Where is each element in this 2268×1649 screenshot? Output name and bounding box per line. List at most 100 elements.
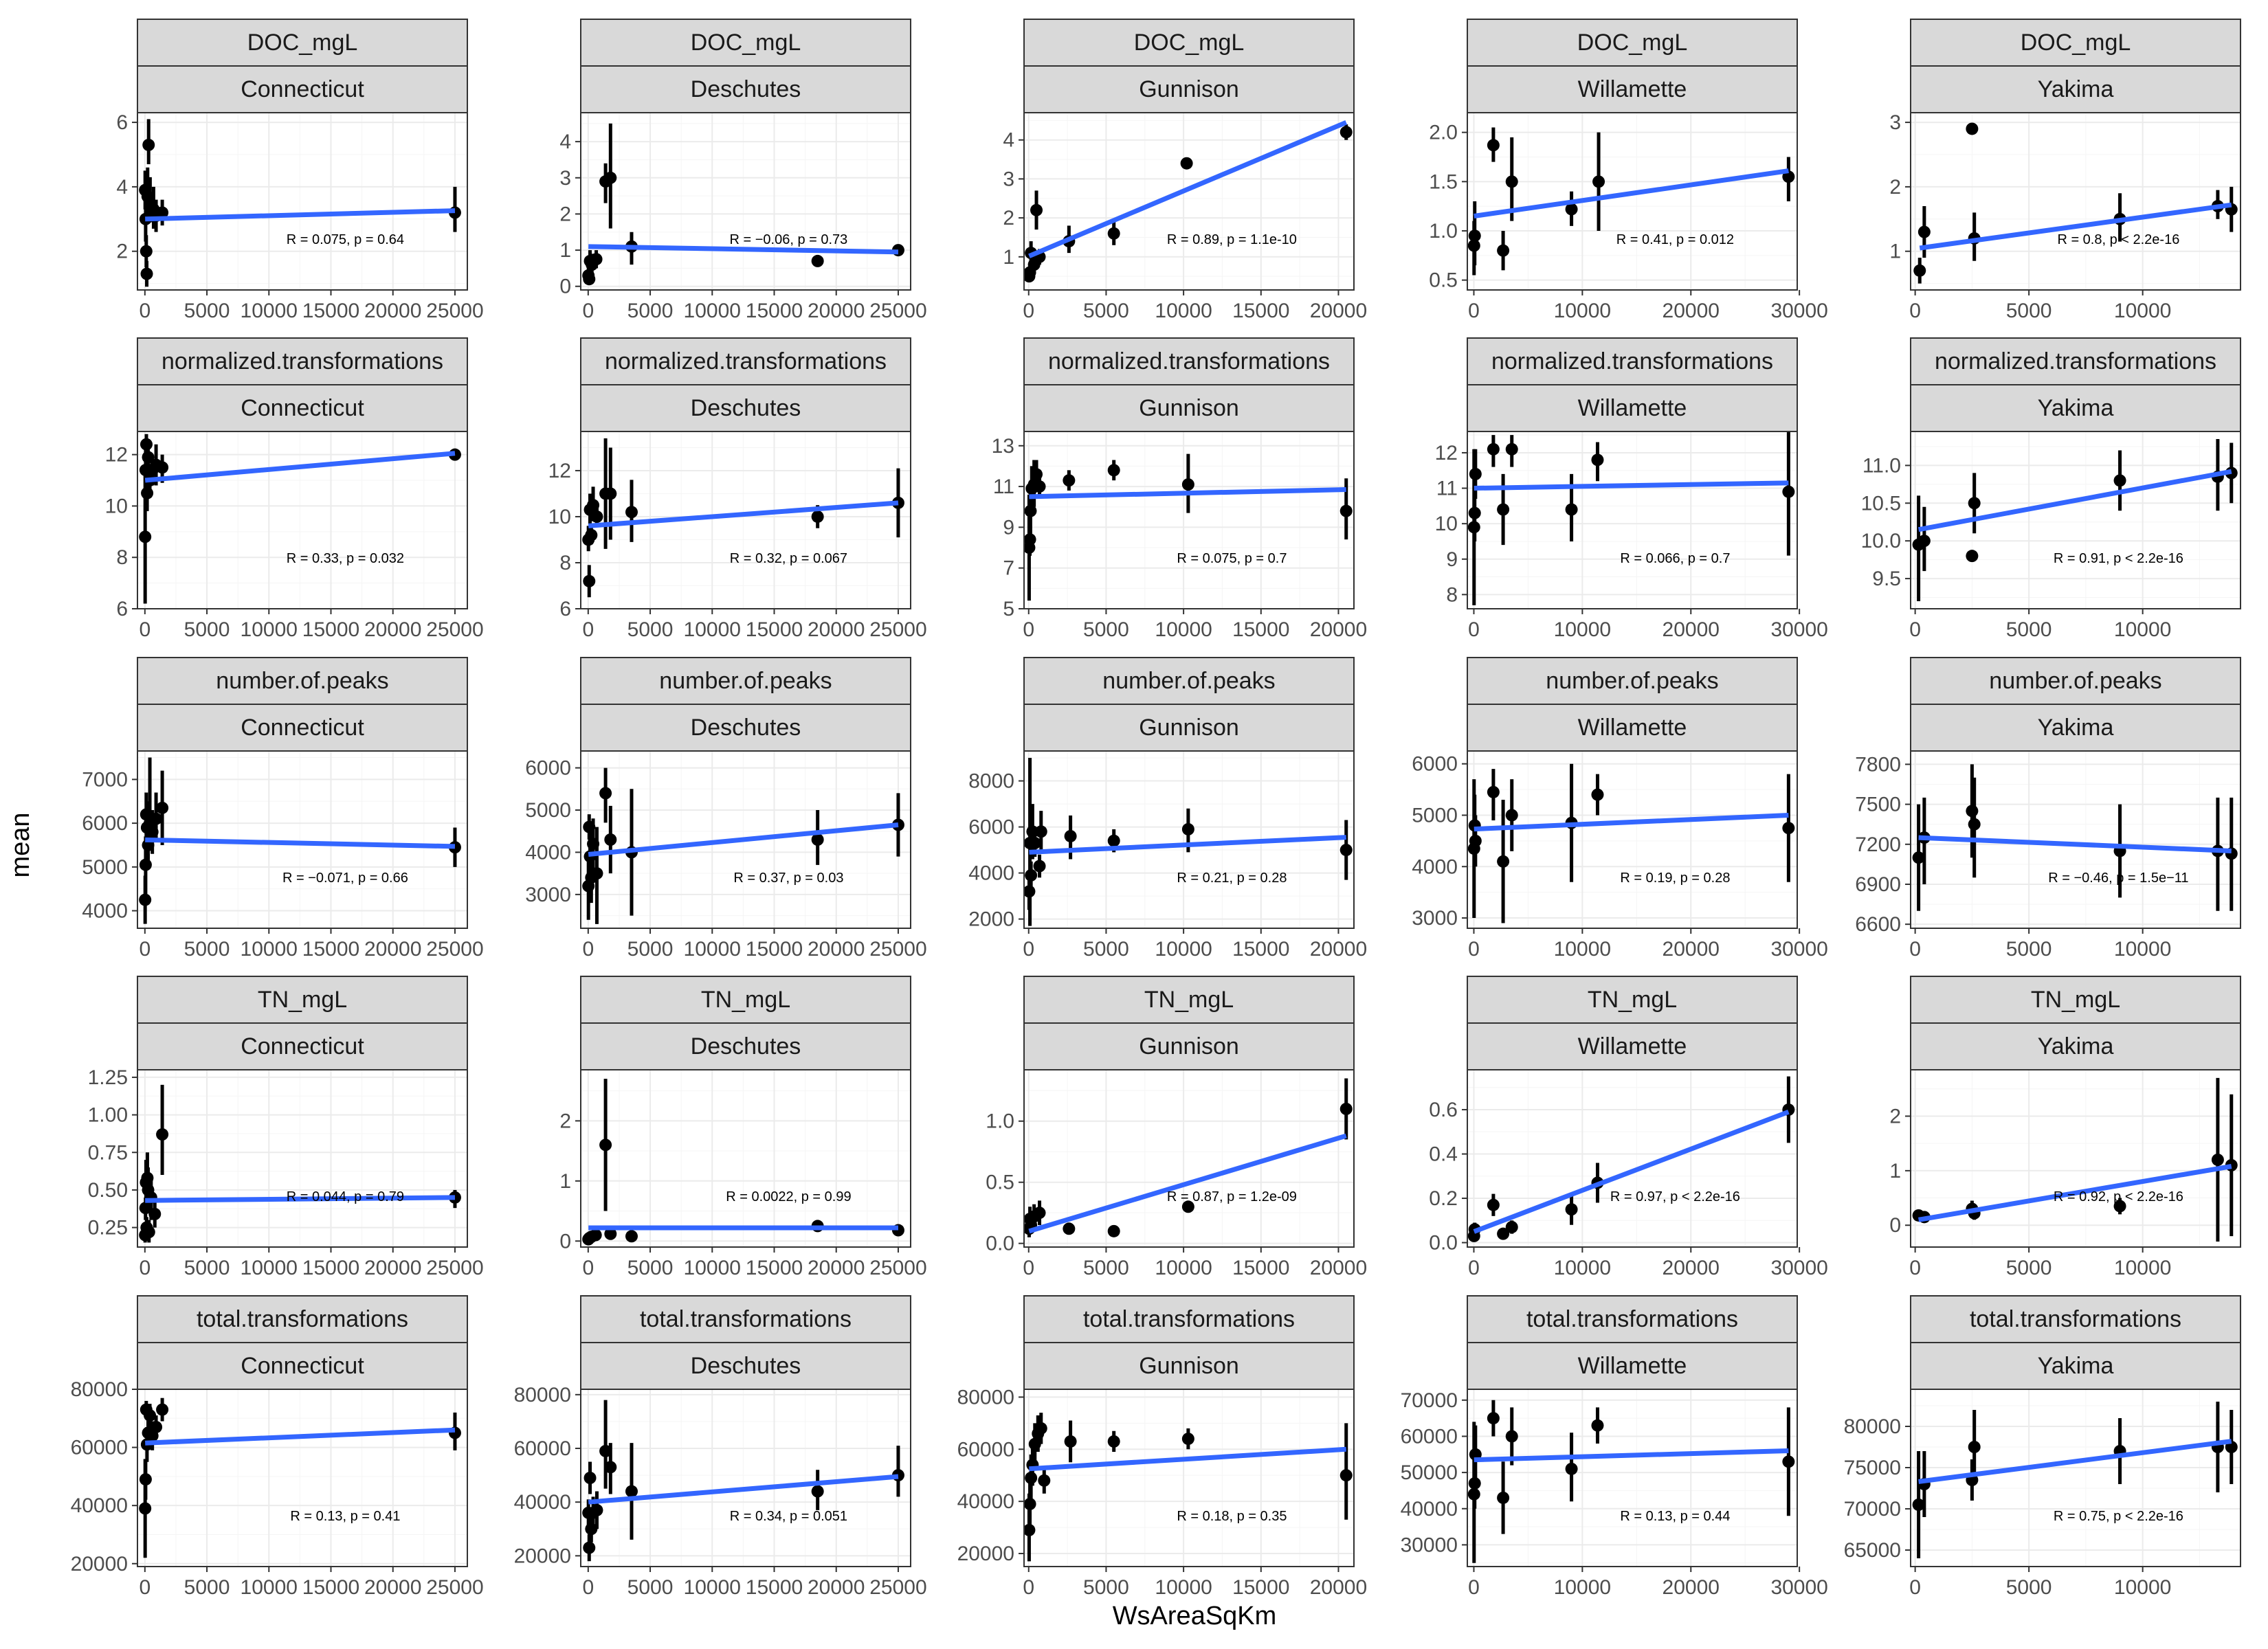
data-point <box>156 206 169 219</box>
x-tick-label: 0 <box>1023 1257 1034 1279</box>
facet-strip-variable-label: total.transformations <box>640 1306 852 1332</box>
facet-strip-river <box>1910 1022 2241 1070</box>
x-tick-label: 15000 <box>302 300 359 322</box>
facet-strip-variable <box>137 337 468 385</box>
grid-lines <box>1024 1070 1354 1247</box>
y-tick-label: 3000 <box>525 884 571 906</box>
data-point <box>1033 1207 1046 1220</box>
data-point <box>2113 474 2126 487</box>
data-point <box>1565 1462 1578 1475</box>
data-point <box>1591 1419 1604 1432</box>
facet-panel: number.of.peaks Deschutes R = 0.37, p = 0.… <box>525 657 927 961</box>
x-tick-label: 15000 <box>302 1576 359 1599</box>
y-tick-label: 4 <box>559 131 571 153</box>
y-tick-label: 0.2 <box>1429 1187 1458 1210</box>
regression-line <box>145 837 456 849</box>
x-tick-label: 20000 <box>364 938 421 961</box>
y-tick-label: 0.0 <box>986 1233 1014 1255</box>
y-tick-label: 7000 <box>82 768 128 791</box>
facet-strip-river-label: Gunnison <box>1139 715 1239 741</box>
x-tick-label: 15000 <box>302 618 359 641</box>
x-tick-label: 10000 <box>1155 618 1212 641</box>
data-point <box>1497 1491 1510 1504</box>
y-tick-label: 40000 <box>514 1491 571 1514</box>
data-point <box>604 1461 617 1474</box>
data-point <box>142 1226 155 1239</box>
y-tick-label: 5000 <box>82 856 128 879</box>
facet-strip-variable-label: total.transformations <box>1526 1306 1738 1332</box>
data-point <box>1024 885 1036 898</box>
data-layer: R = 0.87, p = 1.2e-09 <box>1024 1078 1353 1237</box>
y-tick-label: 0 <box>559 276 571 298</box>
data-layer: R = 0.34, p = 0.051 <box>582 1400 904 1562</box>
y-tick-label: 60000 <box>957 1438 1014 1461</box>
data-point <box>1339 844 1353 857</box>
correlation-annotation: R = 0.21, p = 0.28 <box>1177 871 1287 886</box>
panel-border <box>1910 1069 2241 1248</box>
panel-border <box>1910 1389 2241 1567</box>
data-point <box>599 787 612 800</box>
x-tick-label: 5000 <box>627 938 674 961</box>
x-tick-label: 25000 <box>869 938 926 961</box>
x-tick-label: 0 <box>139 618 151 641</box>
facet-panel: total.transformations Gunnison R = 0.18, p… <box>957 1295 1367 1599</box>
facet-strip-variable-label: TN_mgL <box>701 987 790 1013</box>
x-tick-label: 10000 <box>684 1257 741 1279</box>
x-tick-label: 25000 <box>869 1257 926 1279</box>
y-tick-label: 60000 <box>1401 1425 1458 1448</box>
correlation-annotation: R = −0.071, p = 0.66 <box>282 871 408 886</box>
x-tick-label: 0 <box>1909 618 1921 641</box>
x-tick-label: 10000 <box>241 618 298 641</box>
x-tick-label: 5000 <box>1083 1576 1129 1599</box>
data-point <box>587 838 600 851</box>
y-tick-label: 20000 <box>514 1545 571 1567</box>
data-point <box>604 171 617 184</box>
panel-border <box>1023 431 1355 609</box>
data-point <box>583 574 596 587</box>
x-tick-label: 0 <box>1909 1257 1921 1279</box>
x-tick-label: 20000 <box>1663 1576 1720 1599</box>
panel-border <box>1023 1069 1355 1248</box>
y-tick-label: 10.5 <box>1861 492 1901 515</box>
facet-strip-river <box>1910 704 2241 752</box>
data-point <box>148 1207 162 1220</box>
data-point <box>1467 239 1480 252</box>
y-tick-label: 7800 <box>1855 753 1901 776</box>
x-tick-label: 20000 <box>1310 938 1367 961</box>
panel-border <box>1467 112 1798 291</box>
facet-strip-variable-label: number.of.peaks <box>1546 668 1718 694</box>
panel-border <box>580 750 911 929</box>
data-layer: R = −0.46, p = 1.5e−11 <box>1912 764 2238 911</box>
panel-border <box>1023 750 1355 929</box>
facet-strip-river <box>1467 1022 1798 1070</box>
grid-lines <box>1911 113 2241 290</box>
x-tick-label: 20000 <box>364 300 421 322</box>
regression-line <box>1918 835 2232 853</box>
correlation-annotation: R = −0.46, p = 1.5e−11 <box>2048 871 2188 886</box>
y-tick-label: 80000 <box>514 1384 571 1406</box>
data-point <box>1917 535 1931 548</box>
data-point <box>625 506 638 519</box>
facet-panel: normalized.transformations Gunnison R = 0.… <box>992 337 1367 641</box>
grid-lines <box>1911 1389 2241 1567</box>
facet-strip-variable <box>1910 1295 2241 1343</box>
x-tick-label: 10000 <box>241 300 298 322</box>
x-tick-label: 0 <box>1468 300 1480 322</box>
data-point <box>1181 1433 1194 1446</box>
y-tick-label: 3000 <box>1412 907 1458 930</box>
facet-strip-variable-label: number.of.peaks <box>216 668 388 694</box>
data-layer: R = 0.19, p = 0.28 <box>1467 763 1795 923</box>
x-tick-label: 25000 <box>426 618 483 641</box>
x-tick-label: 0 <box>1023 300 1034 322</box>
x-tick-label: 15000 <box>746 1576 803 1599</box>
data-point <box>1467 521 1480 534</box>
x-tick-label: 20000 <box>1310 618 1367 641</box>
y-tick-label: 9 <box>1446 548 1458 571</box>
x-tick-label: 5000 <box>184 938 230 961</box>
y-tick-label: 11 <box>1436 478 1458 500</box>
facet-strip-river-label: Deschutes <box>691 395 801 421</box>
panel-border <box>1467 750 1798 929</box>
correlation-annotation: R = 0.91, p < 2.2e-16 <box>2054 551 2183 566</box>
y-tick-label: 12 <box>548 460 571 482</box>
data-layer: R = 0.37, p = 0.03 <box>582 767 904 924</box>
